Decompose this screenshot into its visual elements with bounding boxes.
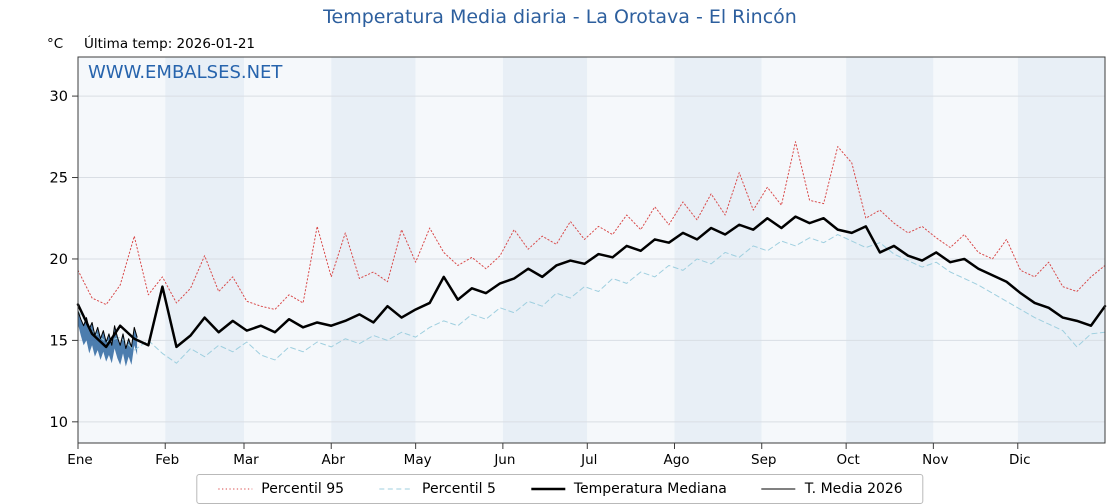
legend: Percentil 95 Percentil 5 Temperatura Media…	[196, 474, 924, 504]
legend-label: Temperatura Mediana	[573, 481, 727, 497]
legend-item: T. Media 2026	[761, 481, 903, 497]
gridlines	[78, 95, 1105, 423]
x-axis: Ene Feb Mar Abr May Jun Jul Ago Sep Oct Nov Dic	[67, 443, 1031, 468]
plot-border	[77, 56, 1106, 444]
last-temp-label: Última temp: 2026-01-21	[84, 36, 256, 52]
legend-item: Temperatura Mediana	[530, 481, 727, 497]
legend-label: Percentil 5	[422, 481, 496, 497]
x-tick-label: Nov	[922, 452, 948, 468]
chart-title: Temperatura Media diaria - La Orotava - …	[323, 6, 797, 28]
x-tick-label: May	[404, 452, 432, 468]
x-tick-label: Feb	[155, 452, 179, 468]
legend-sample-line	[218, 488, 253, 490]
y-axis: 10 15 20 25 30	[50, 89, 78, 431]
series-percentil-5	[77, 234, 1106, 364]
y-tick-label: 15	[50, 333, 68, 349]
x-tick-label: Jun	[493, 452, 515, 468]
x-tick-label: Sep	[751, 452, 776, 468]
series-percentil-95	[77, 141, 1106, 310]
x-tick-label: Oct	[836, 452, 859, 468]
watermark: WWW.EMBALSES.NET	[88, 62, 283, 83]
y-tick-label: 25	[50, 171, 68, 187]
x-tick-label: Ene	[67, 452, 92, 468]
y-tick-label: 30	[50, 89, 68, 105]
plot-area: 10 15 20 25 30 Ene Feb Mar Abr May Jun Jul Ago Sep Oct…	[50, 56, 1107, 468]
legend-item: Percentil 95	[217, 481, 344, 497]
y-axis-unit-label: °C	[47, 36, 64, 52]
series-temperatura-mediana	[76, 215, 1107, 349]
x-tick-label: Jul	[580, 452, 597, 468]
legend-label: Percentil 95	[261, 481, 345, 497]
x-tick-label: Ago	[663, 452, 689, 468]
legend-sample-line	[761, 488, 796, 490]
month-bands	[78, 57, 1105, 443]
x-tick-label: Mar	[233, 452, 259, 468]
y-tick-label: 20	[50, 252, 68, 268]
legend-sample-line	[530, 487, 565, 491]
y-tick-label: 10	[50, 415, 68, 431]
series-t-media-2026	[77, 310, 138, 350]
x-tick-label: Dic	[1009, 452, 1031, 468]
legend-item: Percentil 5	[378, 481, 496, 497]
x-tick-label: Abr	[322, 452, 346, 468]
legend-label: T. Media 2026	[804, 481, 903, 497]
legend-sample-line	[379, 488, 414, 490]
